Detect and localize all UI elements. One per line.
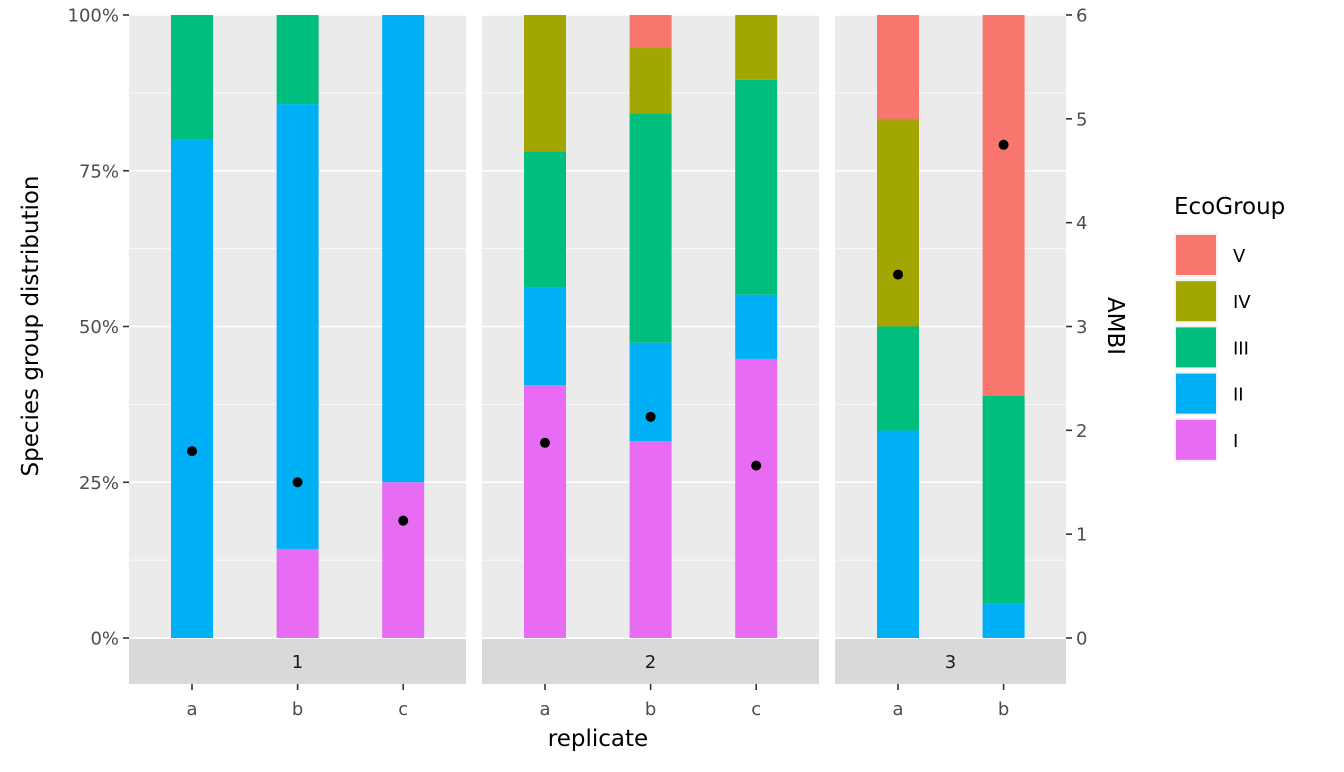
- facet-strip: [835, 639, 1066, 684]
- x-tick-label: a: [186, 699, 197, 720]
- legend-key-III: [1176, 327, 1216, 368]
- facet-strip: [482, 639, 819, 684]
- legend-key-I: [1176, 419, 1216, 460]
- y-tick-label: 50%: [79, 317, 119, 338]
- ambi-point: [292, 477, 303, 488]
- legend-key-V: [1176, 235, 1216, 275]
- bar-segment-IV: [524, 15, 566, 152]
- x-tick-label: a: [539, 699, 550, 720]
- bar-segment-V: [629, 15, 672, 49]
- bar-segment-II: [629, 342, 672, 442]
- bar-segment-IV: [629, 48, 672, 114]
- y-tick-label: 25%: [79, 473, 119, 494]
- facet-strip-label: 2: [645, 652, 656, 673]
- ambi-point: [187, 446, 197, 457]
- bar-segment-IV: [877, 119, 919, 327]
- legend-label: V: [1233, 246, 1246, 267]
- facet-panel-1: a b c 1: [129, 14, 466, 720]
- facet-panel-3: a b 3: [835, 14, 1066, 720]
- legend-label: III: [1233, 338, 1249, 359]
- x-tick-label: b: [998, 699, 1009, 720]
- bar-segment-III: [735, 79, 778, 295]
- bar-segment-I: [276, 548, 319, 638]
- bar-segment-III: [171, 15, 213, 140]
- bar-segment-II: [382, 15, 425, 483]
- x-tick-label: b: [292, 699, 303, 720]
- bar-segment-I: [735, 358, 778, 638]
- y-axis-right-title: AMBI: [1102, 297, 1128, 355]
- y-tick-label: 0%: [90, 629, 119, 650]
- ambi-point: [540, 437, 550, 448]
- y-right-tick-label: 0: [1076, 629, 1087, 650]
- bar-segment-I: [524, 385, 566, 638]
- bar-segment-II: [276, 104, 319, 549]
- x-tick-label: b: [645, 699, 656, 720]
- legend-label: II: [1233, 385, 1244, 406]
- y-tick-label: 100%: [68, 6, 119, 27]
- bar-segment-III: [276, 15, 319, 105]
- y-right-tick-label: 2: [1076, 421, 1087, 442]
- ambi-point: [998, 139, 1009, 150]
- bar-segment-III: [877, 326, 919, 431]
- bar-segment-V: [877, 15, 919, 120]
- ambi-point: [645, 411, 656, 422]
- bar-segment-II: [735, 294, 778, 359]
- y-right-tick-label: 5: [1076, 109, 1087, 130]
- legend-label: I: [1233, 431, 1238, 452]
- ambi-point: [751, 460, 762, 471]
- x-tick-label: c: [751, 699, 761, 720]
- bar-segment-II: [171, 139, 213, 638]
- bar-segment-V: [982, 15, 1025, 396]
- y-right-tick-label: 1: [1076, 525, 1087, 546]
- y-right-tick-label: 4: [1076, 213, 1087, 234]
- bar-segment-IV: [735, 15, 778, 80]
- right-axis: 0 1 2 3 4 5 6: [1066, 6, 1087, 650]
- y-right-tick-label: 6: [1076, 6, 1087, 27]
- legend-label: IV: [1233, 292, 1251, 313]
- left-axis: 0% 25% 50% 75% 100%: [68, 6, 129, 650]
- facet-strip-label: 3: [945, 652, 956, 673]
- y-right-tick-label: 3: [1076, 317, 1087, 338]
- x-tick-label: a: [892, 699, 903, 720]
- bar-segment-III: [982, 395, 1025, 604]
- legend-key-II: [1176, 373, 1216, 414]
- ambi-point: [893, 269, 903, 280]
- y-tick-label: 75%: [79, 161, 119, 182]
- y-axis-title: Species group distribution: [18, 175, 44, 476]
- bar-segment-II: [982, 603, 1025, 638]
- legend-key-IV: [1176, 281, 1216, 322]
- facet-strip-label: 1: [292, 652, 303, 673]
- x-tick-label: c: [398, 699, 408, 720]
- panels: a b c 1 a b c 2 a b 3: [129, 14, 1066, 720]
- facet-panel-2: a b c 2: [482, 14, 819, 720]
- facet-strip: [129, 639, 466, 684]
- ambi-point: [398, 515, 409, 526]
- bar-segment-III: [629, 113, 672, 343]
- legend-title: EcoGroup: [1174, 194, 1285, 220]
- bar-segment-II: [524, 287, 566, 386]
- bar-segment-III: [524, 151, 566, 288]
- bar-segment-I: [382, 482, 425, 638]
- bar-segment-I: [629, 441, 672, 638]
- x-axis-title: replicate: [548, 726, 648, 752]
- bar-segment-II: [877, 430, 919, 638]
